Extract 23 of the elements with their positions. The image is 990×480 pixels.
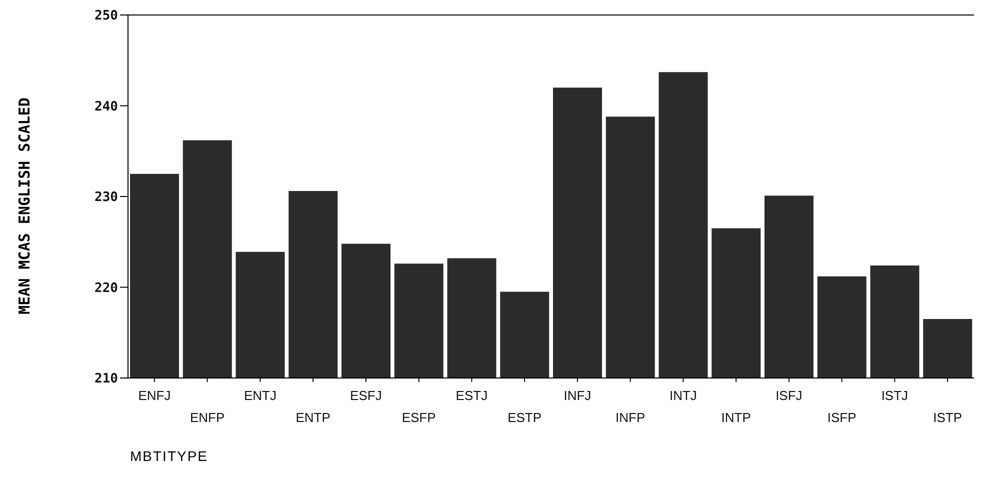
x-tick-label: ESTP — [508, 410, 542, 425]
y-tick-label: 230 — [94, 190, 118, 206]
x-tick-label: ENTJ — [244, 388, 276, 403]
x-tick-label: ESFJ — [350, 388, 382, 403]
x-tick-label: ESTJ — [456, 388, 488, 403]
x-tick-label: INFP — [616, 410, 646, 425]
y-axis-title: MEAN MCAS ENGLISH SCALED — [15, 98, 33, 314]
x-tick-label: ISTJ — [881, 388, 908, 403]
x-tick-label: INTP — [721, 410, 751, 425]
y-tick-label: 220 — [94, 280, 118, 296]
x-tick-label: ISFP — [827, 410, 856, 425]
y-tick-label: 250 — [94, 8, 118, 24]
x-axis-title: MBTITYPE — [130, 448, 208, 464]
x-tick-label: INFJ — [564, 388, 592, 403]
x-tick-label: ENFP — [190, 410, 225, 425]
x-tick-label: ENFJ — [138, 388, 171, 403]
x-tick-label: ISTP — [933, 410, 962, 425]
x-tick-label: ISFJ — [776, 388, 802, 403]
x-tick-label: INTJ — [669, 388, 697, 403]
x-tick-label: ESFP — [402, 410, 436, 425]
x-tick-label: ENTP — [296, 410, 330, 425]
y-tick-label: 240 — [94, 99, 118, 114]
y-tick-label: 210 — [94, 372, 118, 387]
